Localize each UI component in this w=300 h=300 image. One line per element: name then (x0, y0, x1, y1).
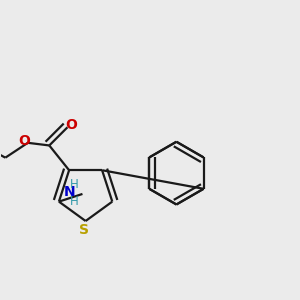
Text: O: O (65, 118, 77, 132)
Text: H: H (70, 195, 79, 208)
Text: H: H (70, 178, 79, 190)
Text: O: O (18, 134, 30, 148)
Text: N: N (64, 185, 75, 199)
Text: S: S (79, 223, 89, 237)
